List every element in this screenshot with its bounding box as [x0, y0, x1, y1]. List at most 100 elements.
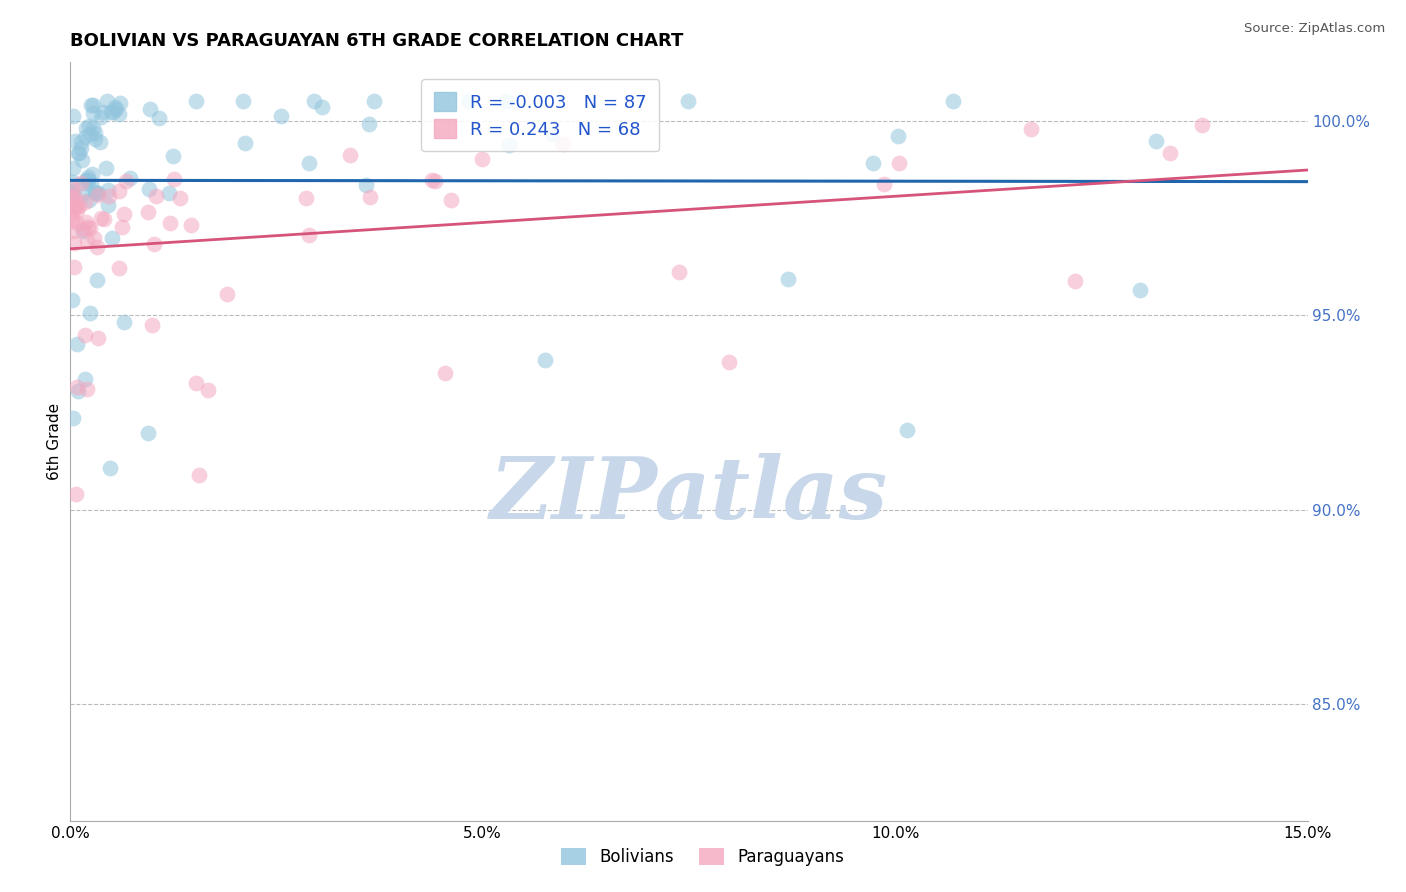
Point	[63, 260, 86, 274]
Point	[433, 366, 456, 380]
Point	[62, 410, 84, 425]
Point	[67, 145, 90, 160]
Point	[77, 169, 100, 184]
Point	[60, 293, 83, 307]
Point	[215, 287, 238, 301]
Point	[233, 136, 256, 150]
Point	[169, 191, 191, 205]
Point	[359, 189, 381, 203]
Point	[339, 148, 361, 162]
Point	[138, 103, 160, 117]
Point	[70, 135, 93, 149]
Legend: Bolivians, Paraguayans: Bolivians, Paraguayans	[553, 840, 853, 875]
Point	[112, 207, 135, 221]
Point	[73, 372, 96, 386]
Point	[83, 231, 105, 245]
Point	[1144, 135, 1167, 149]
Point	[70, 153, 93, 167]
Point	[76, 382, 98, 396]
Point	[77, 193, 100, 207]
Point	[60, 189, 83, 203]
Point	[73, 195, 96, 210]
Point	[82, 106, 104, 120]
Point	[145, 189, 167, 203]
Point	[87, 187, 110, 202]
Point	[60, 193, 83, 207]
Point	[63, 190, 86, 204]
Point	[668, 265, 690, 279]
Point	[93, 104, 115, 119]
Point	[141, 318, 163, 332]
Point	[97, 188, 120, 202]
Point	[75, 177, 97, 191]
Point	[896, 424, 918, 438]
Point	[76, 220, 98, 235]
Point	[495, 95, 517, 109]
Point	[80, 167, 103, 181]
Point	[60, 181, 83, 195]
Point	[90, 211, 112, 225]
Point	[717, 355, 740, 369]
Point	[458, 95, 481, 109]
Point	[62, 109, 84, 123]
Text: BOLIVIAN VS PARAGUAYAN 6TH GRADE CORRELATION CHART: BOLIVIAN VS PARAGUAYAN 6TH GRADE CORRELA…	[70, 32, 683, 50]
Point	[142, 236, 165, 251]
Point	[66, 203, 89, 218]
Point	[110, 95, 132, 110]
Point	[107, 107, 129, 121]
Point	[60, 210, 83, 224]
Point	[298, 227, 321, 242]
Point	[76, 233, 98, 247]
Point	[67, 146, 90, 161]
Point	[138, 182, 160, 196]
Point	[97, 183, 120, 197]
Point	[63, 224, 86, 238]
Point	[1063, 274, 1085, 288]
Point	[471, 152, 494, 166]
Point	[79, 127, 101, 141]
Point	[87, 331, 110, 345]
Point	[62, 161, 84, 176]
Point	[270, 109, 292, 123]
Point	[887, 129, 910, 144]
Point	[96, 95, 118, 109]
Point	[162, 172, 184, 186]
Point	[676, 95, 699, 109]
Point	[184, 376, 207, 391]
Point	[778, 272, 800, 286]
Point	[298, 156, 321, 170]
Point	[553, 136, 575, 151]
Point	[63, 134, 86, 148]
Point	[75, 172, 97, 186]
Point	[75, 328, 97, 343]
Point	[66, 384, 89, 398]
Point	[120, 170, 142, 185]
Point	[60, 187, 83, 202]
Point	[159, 216, 181, 230]
Point	[77, 173, 100, 187]
Point	[157, 186, 180, 201]
Point	[101, 230, 124, 244]
Point	[136, 204, 159, 219]
Point	[77, 172, 100, 186]
Point	[232, 95, 254, 109]
Point	[60, 213, 83, 227]
Point	[65, 487, 87, 501]
Point	[1019, 122, 1042, 136]
Point	[69, 176, 91, 190]
Point	[60, 175, 83, 189]
Point	[1159, 145, 1181, 160]
Point	[180, 218, 202, 232]
Point	[82, 120, 104, 135]
Point	[942, 95, 965, 109]
Point	[83, 186, 105, 200]
Text: Source: ZipAtlas.com: Source: ZipAtlas.com	[1244, 22, 1385, 36]
Point	[72, 221, 94, 235]
Point	[98, 461, 121, 475]
Point	[82, 98, 104, 112]
Point	[872, 177, 894, 191]
Point	[72, 188, 94, 202]
Point	[533, 353, 555, 368]
Point	[79, 221, 101, 235]
Point	[87, 186, 110, 201]
